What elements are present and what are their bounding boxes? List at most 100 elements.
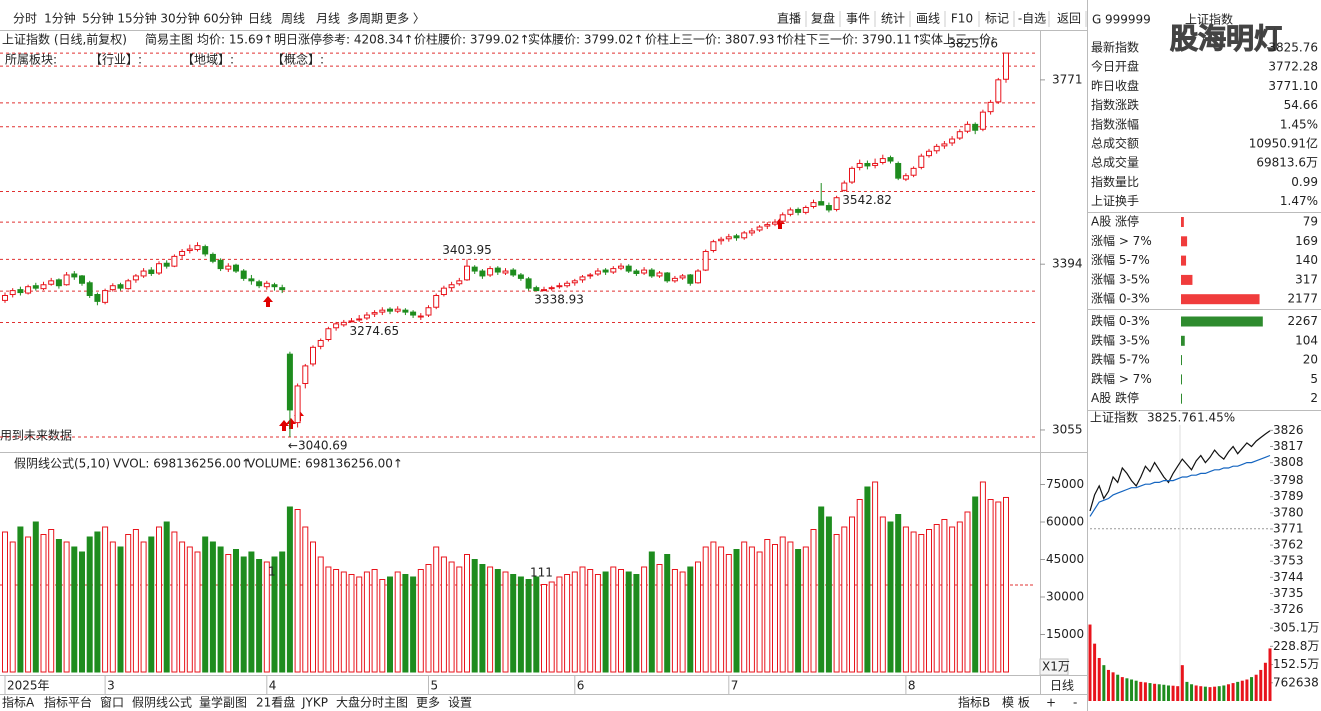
volume-bar [394, 571, 401, 673]
period-tab[interactable]: 60分钟 [203, 11, 242, 26]
tool-button[interactable]: 标记 [985, 12, 1009, 26]
bottom-tab[interactable]: 指标B [958, 695, 990, 710]
mini-header: 3825.76 [1147, 411, 1197, 425]
mini-line [1089, 454, 1271, 517]
candle-body [856, 162, 863, 168]
candle-body [125, 280, 132, 290]
period-tab[interactable]: 周线 [281, 12, 305, 26]
breadth-label: A股 涨停 [1091, 214, 1139, 229]
bottom-tab[interactable]: + [1046, 696, 1056, 710]
volume-bar [633, 574, 640, 673]
volume-bar [17, 526, 24, 673]
period-tab[interactable]: 30分钟 [160, 11, 199, 26]
volume-bar [664, 554, 671, 673]
breadth-label: 涨幅 5-7% [1091, 252, 1150, 267]
indicator: 明日涨停参考: 4208.34↑ [274, 32, 414, 47]
bottom-tab[interactable]: 指标平台 [44, 695, 92, 710]
bottom-tab[interactable]: - [1073, 696, 1077, 710]
y-tick-label: 45000 [1046, 552, 1084, 566]
stat-value: 10950.91亿 [1249, 136, 1318, 151]
tool-button[interactable]: 画线 [916, 12, 940, 26]
breadth-bar [1181, 294, 1260, 305]
volume-bar [587, 569, 594, 673]
volume-bar [941, 519, 948, 673]
bottom-tab[interactable]: 假阴线公式 [132, 696, 192, 710]
candle-body [202, 246, 209, 255]
bottom-tab[interactable]: 设置 [448, 696, 472, 710]
volume-bar [956, 521, 963, 673]
stat-value: 3825.76 [1268, 41, 1318, 55]
stat-value: 3771.10 [1268, 79, 1318, 93]
candle-body [510, 269, 517, 276]
tool-button[interactable]: -自选 [1018, 12, 1046, 26]
bottom-tab[interactable]: 更多 [416, 696, 440, 710]
mini-volume-bar [1139, 681, 1143, 701]
candle-body [533, 287, 540, 292]
period-tab[interactable]: 更多 〉 [385, 12, 425, 26]
volume-bar [464, 554, 470, 673]
indicator: 实体上三一价: [919, 32, 995, 47]
tool-button[interactable]: 统计 [881, 12, 905, 26]
volume-bar [825, 516, 832, 673]
period-tab[interactable]: 月线 [316, 12, 340, 26]
tool-button[interactable]: 事件 [846, 12, 870, 26]
sector-label: 【行业】: [90, 53, 142, 67]
candle-body [32, 285, 39, 289]
tool-button[interactable]: 直播 [777, 12, 801, 26]
bottom-tab[interactable]: 窗口 [100, 696, 124, 710]
y-tick-label: 3771 [1273, 521, 1304, 535]
price-annotation: 3274.65 [350, 324, 400, 338]
mini-volume-bar [1130, 679, 1134, 701]
candle-body [995, 79, 1002, 103]
volume-bar [525, 579, 532, 673]
mini-volume-bar [1102, 665, 1106, 701]
period-tab[interactable]: 15分钟 [117, 11, 156, 26]
volume-bar [186, 546, 193, 673]
period-tab[interactable]: 5分钟 [82, 11, 114, 26]
volume-bar [363, 571, 370, 673]
volume-bar [433, 546, 440, 673]
period-tab[interactable]: 日线 [248, 12, 272, 26]
stat-label: 今日开盘 [1091, 59, 1139, 74]
mini-volume-bar [1190, 684, 1194, 701]
candle-body [748, 230, 755, 234]
indicator: 实体腰价: 3799.02↑ [528, 32, 644, 47]
bottom-tab[interactable]: 量学副图 [199, 695, 247, 710]
bottom-tab[interactable]: 模 板 [1002, 696, 1030, 710]
candle-body [132, 275, 139, 281]
candle-body [656, 272, 663, 277]
mini-volume-bar [1236, 681, 1240, 701]
volume-bar [148, 536, 155, 673]
candle-body [964, 123, 971, 132]
bottom-tab[interactable]: 大盘分时主图 [336, 695, 408, 710]
tool-button[interactable]: 复盘 [811, 11, 835, 26]
bottom-tab[interactable]: 21看盘 [256, 695, 295, 710]
volume-bar [379, 579, 386, 673]
volume-bar [841, 526, 848, 673]
mini-volume-bar [1240, 680, 1244, 701]
mini-volume-bar [1217, 686, 1221, 701]
volume-bar [641, 566, 648, 673]
tool-button[interactable]: F10 [951, 12, 973, 26]
volume-bar [610, 566, 617, 673]
volume-bar [772, 544, 778, 673]
candle-body [541, 289, 547, 292]
period-tab[interactable]: 1分钟 [44, 11, 76, 26]
period-tab[interactable]: 分时 [13, 12, 37, 26]
mini-volume-bar [1120, 677, 1124, 701]
volume-bar [564, 574, 571, 673]
chart-title: 上证指数 (日线,前复权) [2, 32, 127, 47]
tool-button[interactable]: 返回 [1057, 12, 1081, 26]
y-tick-label: 3753 [1273, 554, 1304, 568]
candle-body [433, 294, 440, 308]
y-tick-label: 3771 [1052, 72, 1083, 86]
bottom-tab[interactable]: 指标A [2, 695, 35, 710]
breadth-label: A股 跌停 [1091, 390, 1139, 405]
bottom-tab[interactable]: JYKP [301, 696, 328, 710]
period-tab[interactable]: 多周期 [347, 12, 383, 26]
breadth-bar [1181, 236, 1188, 247]
volume-bar [787, 541, 794, 673]
volume-bar [733, 549, 740, 673]
candle-body [502, 270, 509, 274]
candle-body [810, 202, 817, 208]
